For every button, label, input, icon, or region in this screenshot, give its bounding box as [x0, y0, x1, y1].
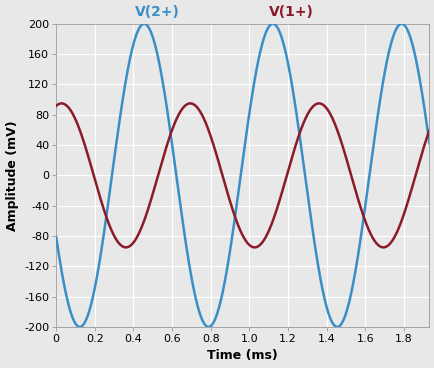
X-axis label: Time (ms): Time (ms)	[207, 350, 278, 362]
Text: V(1+): V(1+)	[268, 5, 313, 19]
Text: V(2+): V(2+)	[134, 5, 179, 19]
Y-axis label: Amplitude (mV): Amplitude (mV)	[6, 120, 19, 231]
